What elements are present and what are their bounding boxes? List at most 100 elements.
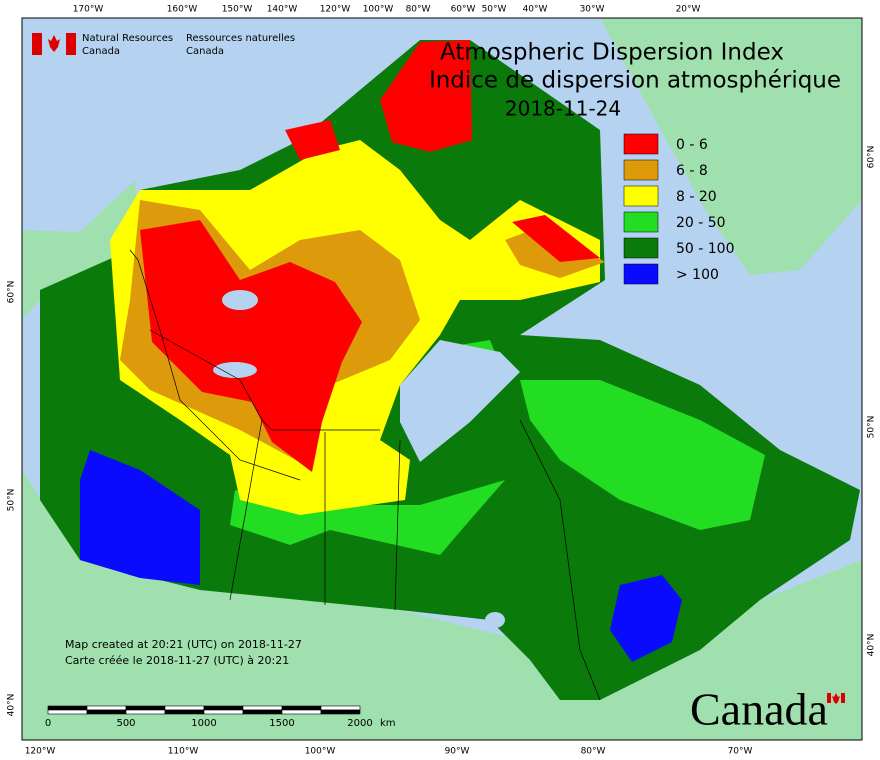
scale-segment	[164, 709, 205, 715]
scale-segment	[86, 709, 127, 715]
maple-leaf	[48, 35, 60, 52]
legend-label: 0 - 6	[676, 137, 708, 153]
flag-bar	[32, 33, 42, 55]
nrcan-signature: Natural Resources Canada Ressources natu…	[32, 33, 295, 57]
creation-note-fr: Carte créée le 2018-11-27 (UTC) à 20:21	[65, 654, 289, 667]
wordmark-flag	[841, 693, 845, 703]
green-east	[520, 380, 765, 530]
red-arctic	[380, 40, 472, 152]
scale-segment	[164, 705, 205, 711]
creation-note: Map created at 20:21 (UTC) on 2018-11-27	[65, 638, 302, 651]
longitude-label: 140°W	[267, 5, 298, 15]
wordmark-flag	[827, 693, 831, 703]
scale-label: 1500	[269, 718, 294, 729]
longitude-label: 80°W	[581, 747, 606, 757]
title: Atmospheric Dispersion Index	[440, 40, 784, 66]
usa	[22, 470, 862, 740]
legend: 0 - 6 6 - 8 8 - 20 20 - 50 50 - 100 > 100	[623, 133, 735, 285]
latitude-label: 60°N	[867, 146, 877, 169]
greenland	[600, 18, 862, 275]
scale-label: 500	[116, 718, 135, 729]
legend-swatch	[623, 133, 659, 155]
provincial-borders	[149, 329, 380, 431]
legend-swatch	[623, 237, 659, 259]
red-zone	[140, 220, 362, 472]
wordmark: Canada	[690, 684, 828, 735]
latitude-label: 50°N	[867, 416, 877, 439]
wordmark-leaf	[832, 693, 840, 704]
scale-bar: 0 500 1000 1500 2000 km	[45, 705, 396, 729]
scale-label: 2000	[347, 718, 372, 729]
longitude-label: 100°W	[363, 5, 394, 15]
hudson-bay	[400, 340, 520, 462]
legend-swatch	[623, 211, 659, 233]
longitude-label: 70°W	[728, 747, 753, 757]
legend-swatch	[623, 185, 659, 207]
latitude-label: 40°N	[7, 694, 17, 717]
longitude-label: 120°W	[25, 747, 56, 757]
blue-bc	[80, 450, 200, 585]
scale-segment	[281, 709, 322, 715]
longitude-label: 100°W	[305, 747, 336, 757]
provincial-borders	[394, 439, 401, 611]
legend-label: 20 - 50	[676, 215, 726, 231]
provincial-borders	[519, 419, 601, 701]
latitude-label: 50°N	[7, 489, 17, 512]
legend-swatch	[623, 263, 659, 285]
provincial-borders	[129, 249, 301, 481]
agency-name-fr: Canada	[186, 46, 224, 57]
scale-label: 1000	[191, 718, 216, 729]
green-prairie	[230, 480, 505, 555]
longitude-label: 120°W	[320, 5, 351, 15]
agency-name: Natural Resources	[82, 33, 173, 44]
blue-quebec	[610, 575, 682, 662]
longitude-label: 80°W	[406, 5, 431, 15]
scale-segment	[86, 705, 127, 711]
longitude-label: 170°W	[73, 5, 104, 15]
scale-segment	[320, 709, 361, 715]
flag-bar	[66, 33, 76, 55]
scale-segment	[203, 709, 244, 715]
latitude-label: 60°N	[7, 281, 17, 304]
legend-swatch	[623, 159, 659, 181]
scale-segment	[125, 705, 166, 711]
scale-unit: km	[380, 718, 396, 729]
longitude-label: 150°W	[222, 5, 253, 15]
scale-segment	[242, 705, 283, 711]
map-body	[22, 18, 862, 740]
scale-segment	[47, 709, 88, 715]
red-arctic-2	[285, 120, 340, 160]
scale-segment	[203, 705, 244, 711]
longitude-label: 90°W	[445, 747, 470, 757]
red-baffin	[512, 215, 600, 262]
legend-label: 50 - 100	[676, 241, 735, 257]
map-frame	[21, 17, 863, 741]
great-bear-lake	[222, 290, 258, 310]
longitude-label: 20°W	[676, 5, 701, 15]
legend-label: 6 - 8	[676, 163, 708, 179]
map-date: 2018-11-24	[505, 97, 621, 121]
longitude-label: 60°W	[451, 5, 476, 15]
scale-segment	[242, 709, 283, 715]
agency-name-fr: Ressources naturelles	[186, 33, 295, 44]
scale-segment	[125, 709, 166, 715]
graticule-labels: 170°W 160°W 150°W 140°W 120°W 100°W 80°W 60°W 50…	[7, 5, 877, 757]
longitude-label: 160°W	[167, 5, 198, 15]
longitude-label: 110°W	[168, 747, 199, 757]
title-fr: Indice de dispersion atmosphérique	[429, 68, 841, 94]
canada-wordmark: Canada	[690, 684, 845, 735]
legend-label: 8 - 20	[676, 189, 717, 205]
great-slave-lake	[213, 362, 257, 378]
scale-segment	[47, 705, 88, 711]
longitude-label: 50°W	[482, 5, 507, 15]
latitude-label: 40°N	[867, 634, 877, 657]
scale-label: 0	[45, 718, 51, 729]
lake-superior	[485, 612, 505, 628]
legend-label: > 100	[676, 267, 719, 283]
longitude-label: 40°W	[523, 5, 548, 15]
scale-segment	[281, 705, 322, 711]
scale-segment	[320, 705, 361, 711]
provincial-borders	[229, 419, 263, 601]
agency-name: Canada	[82, 46, 120, 57]
